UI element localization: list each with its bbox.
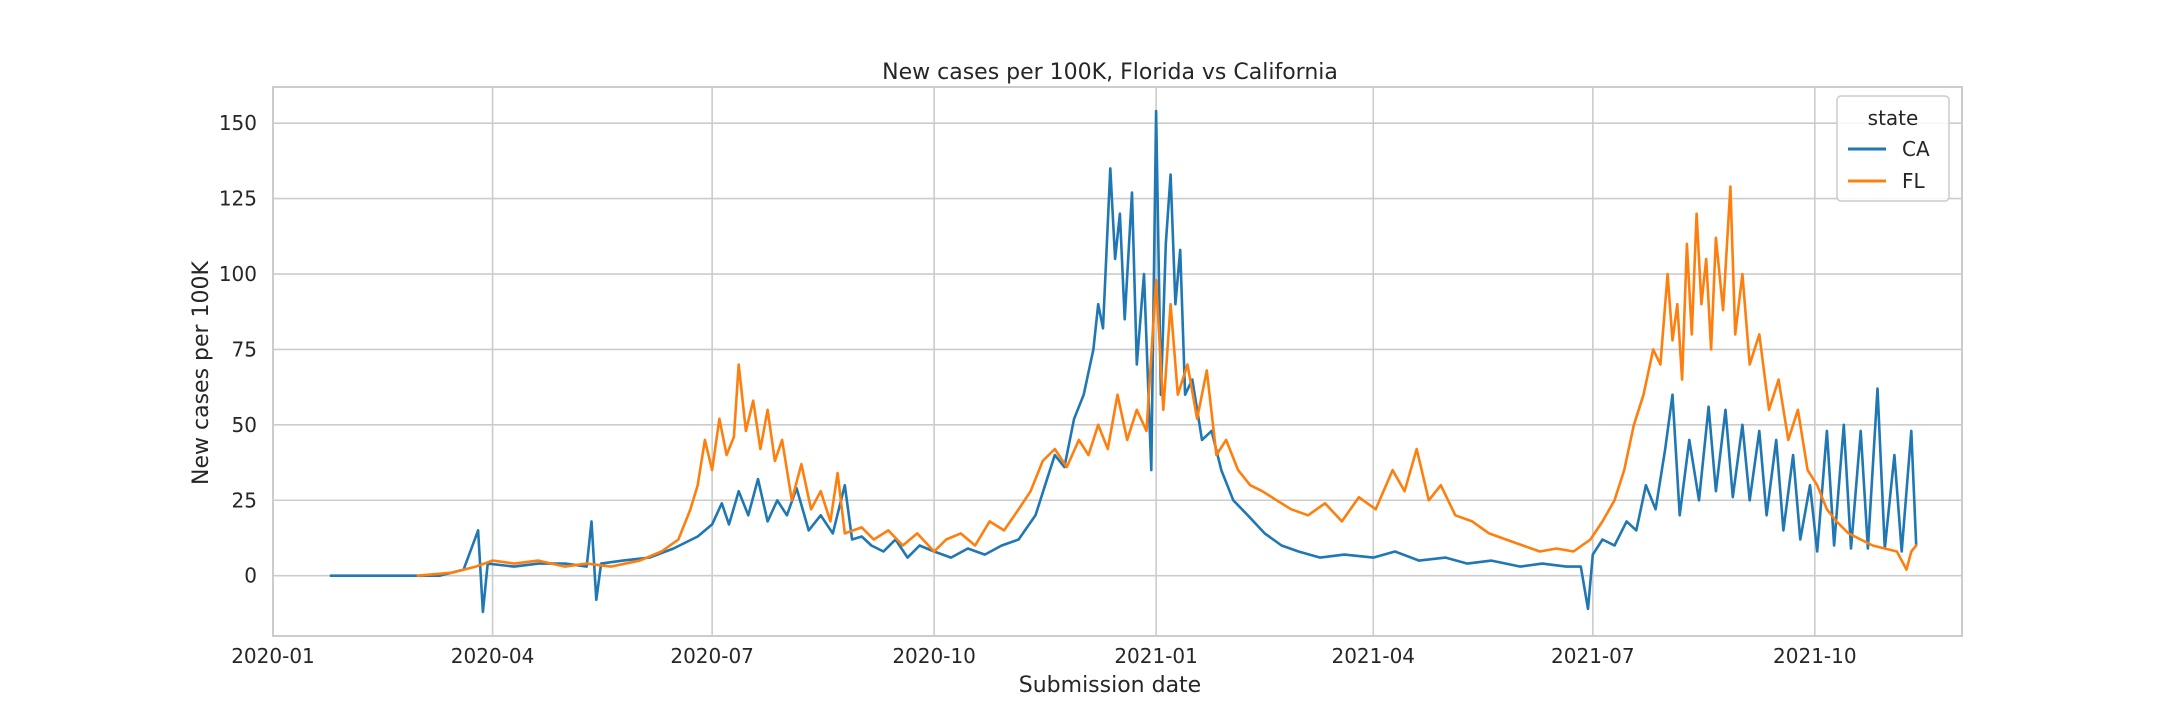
y-tick-label: 25 bbox=[232, 488, 257, 512]
legend: state CA FL bbox=[1836, 95, 1950, 202]
series-line-ca bbox=[329, 109, 1918, 614]
x-tick-label: 2021-01 bbox=[1114, 644, 1198, 668]
y-tick-label: 150 bbox=[219, 111, 257, 135]
y-tick-label: 75 bbox=[232, 337, 257, 361]
legend-box bbox=[1836, 95, 1950, 202]
plot-frame bbox=[272, 86, 1963, 637]
x-tick-label: 2021-04 bbox=[1331, 644, 1415, 668]
x-tick-label: 2020-07 bbox=[670, 644, 754, 668]
x-tick-label: 2020-04 bbox=[451, 644, 535, 668]
series-line-fl bbox=[416, 185, 1918, 578]
x-tick-labels: 2020-01 2020-04 2020-07 2020-10 2021-01 2021-… bbox=[231, 644, 1856, 668]
legend-title: state bbox=[1868, 106, 1919, 130]
x-axis-label: Submission date bbox=[1019, 673, 1201, 698]
y-tick-label: 0 bbox=[244, 564, 257, 588]
x-tick-label: 2020-01 bbox=[231, 644, 315, 668]
y-axis-label: New cases per 100K bbox=[189, 260, 214, 485]
plot-area bbox=[273, 87, 1962, 636]
y-tick-label: 50 bbox=[232, 413, 257, 437]
x-tick-label: 2021-07 bbox=[1551, 644, 1635, 668]
legend-label-ca: CA bbox=[1902, 137, 1930, 161]
series-layer bbox=[329, 109, 1918, 614]
y-tick-label: 100 bbox=[219, 262, 257, 286]
legend-label-fl: FL bbox=[1902, 169, 1926, 193]
x-tick-label: 2021-10 bbox=[1773, 644, 1857, 668]
x-tick-label: 2020-10 bbox=[892, 644, 976, 668]
y-tick-labels: 0 25 50 75 100 125 150 bbox=[219, 111, 257, 587]
chart-title: New cases per 100K, Florida vs Californi… bbox=[882, 60, 1338, 85]
y-tick-label: 125 bbox=[219, 187, 257, 211]
